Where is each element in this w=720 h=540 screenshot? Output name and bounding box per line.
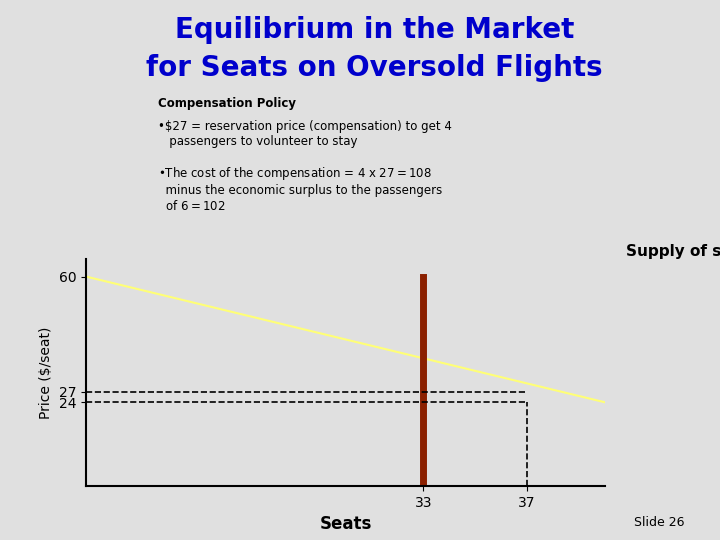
Text: Compensation Policy: Compensation Policy xyxy=(158,97,297,110)
Text: •$27 = reservation price (compensation) to get 4
   passengers to volunteer to s: •$27 = reservation price (compensation) … xyxy=(158,120,452,148)
Text: for Seats on Oversold Flights: for Seats on Oversold Flights xyxy=(146,54,603,82)
Text: Slide 26: Slide 26 xyxy=(634,516,684,529)
Text: •The cost of the compensation = 4 x $27 = $108
  minus the economic surplus to t: •The cost of the compensation = 4 x $27 … xyxy=(158,165,443,213)
X-axis label: Seats: Seats xyxy=(320,515,372,534)
Y-axis label: Price ($/seat): Price ($/seat) xyxy=(40,326,53,419)
Text: Supply of seats: Supply of seats xyxy=(626,244,720,259)
Text: Equilibrium in the Market: Equilibrium in the Market xyxy=(175,16,574,44)
